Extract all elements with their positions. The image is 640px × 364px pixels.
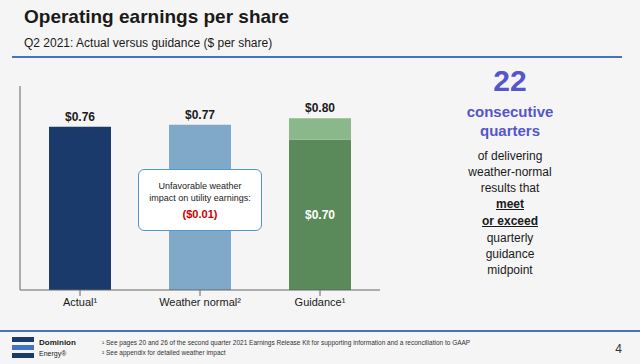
html-text:($0.01): ($0.01): [182, 207, 218, 220]
svg-text:$0.77: $0.77: [185, 108, 215, 122]
html-text:or exceed: or exceed: [482, 214, 538, 228]
svg-text:$0.70: $0.70: [305, 208, 335, 222]
svg-text:Actual¹: Actual¹: [63, 296, 98, 308]
html-text:of delivering: of delivering: [477, 149, 543, 163]
html-text:meet: meet: [496, 197, 524, 211]
html-text:¹ See pages 20 and 26 of the s: ¹ See pages 20 and 26 of the second quar…: [102, 339, 471, 346]
html-text:Q2 2021: Actual versus guidanc: Q2 2021: Actual versus guidance ($ per s…: [24, 36, 273, 50]
svg-text:$0.80: $0.80: [305, 101, 335, 115]
html-text:results that: results that: [480, 181, 540, 195]
html-text:guidance: guidance: [485, 247, 535, 261]
html-text:impact on utility earnings:: impact on utility earnings:: [149, 192, 251, 203]
html-text:midpoint: midpoint: [487, 263, 533, 277]
html-text:Energy®: Energy®: [39, 350, 67, 357]
html-text:Dominion: Dominion: [39, 338, 76, 347]
svg-text:Weather normal²: Weather normal²: [159, 296, 241, 308]
html-text:weather-normal: weather-normal: [468, 165, 552, 179]
svg-text:$0.76: $0.76: [65, 110, 95, 124]
svg-text:Guidance¹: Guidance¹: [295, 296, 346, 308]
html-text:22: 22: [493, 64, 527, 97]
html-text:consecutive: consecutive: [466, 103, 554, 120]
html-text:quarterly: quarterly: [486, 231, 534, 245]
html-text:Unfavorable weather: Unfavorable weather: [158, 180, 242, 191]
html-text:quarters: quarters: [480, 122, 540, 139]
html-text:4: 4: [615, 342, 622, 356]
html-text:² See appendix for detailed we: ² See appendix for detailed weather impa…: [102, 349, 226, 356]
html-text:Operating earnings per share: Operating earnings per share: [24, 6, 289, 27]
